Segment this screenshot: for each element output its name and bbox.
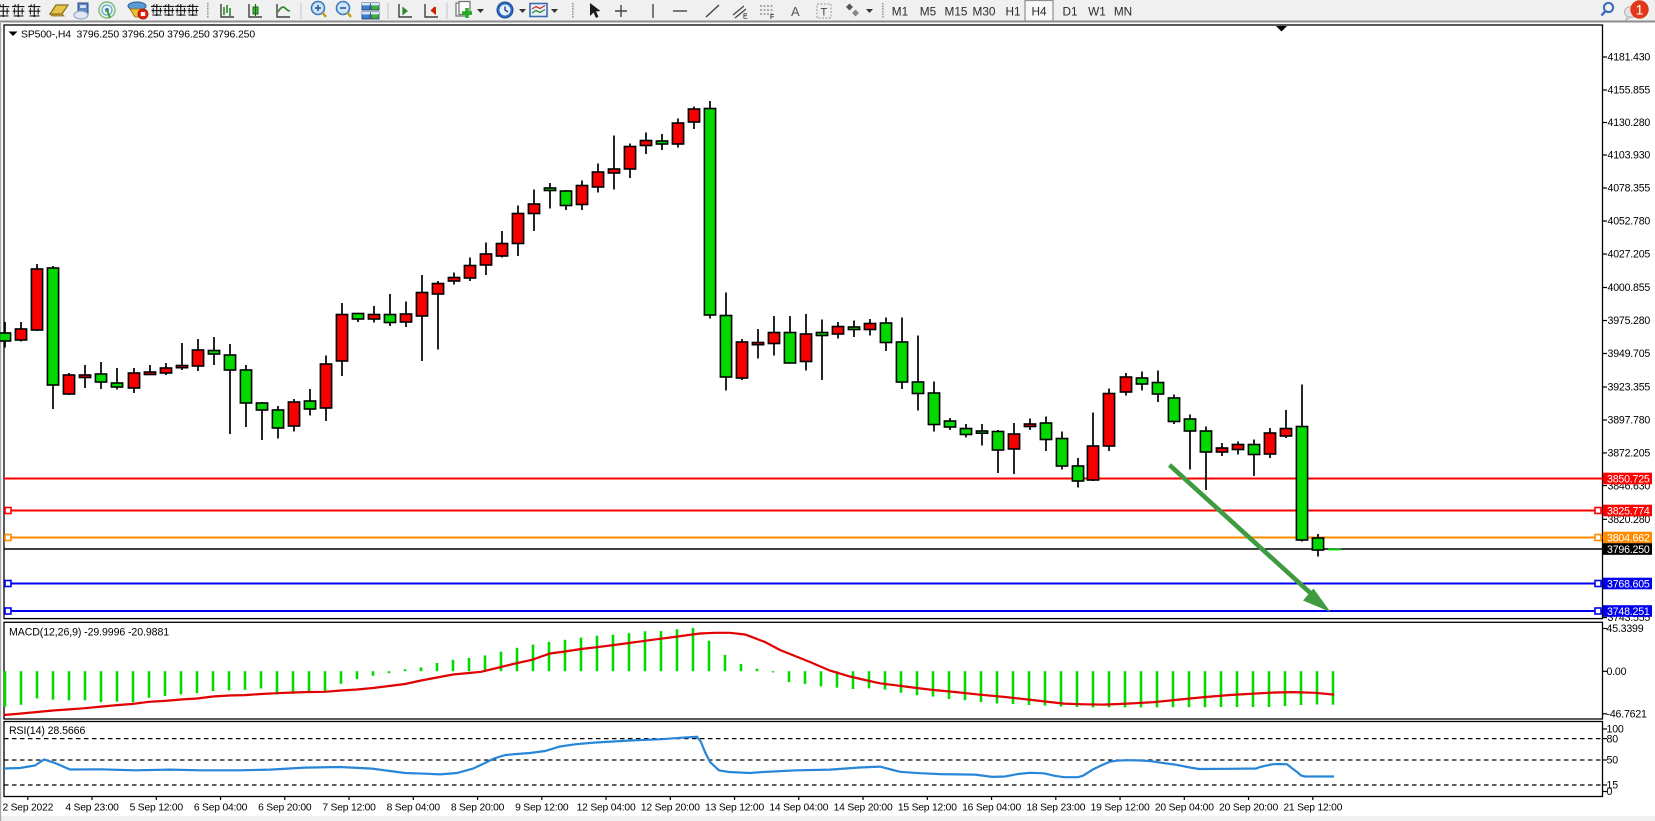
svg-text:20 Sep 20:00: 20 Sep 20:00 — [1219, 803, 1278, 814]
svg-text:80: 80 — [1607, 733, 1619, 745]
svg-text:20 Sep 04:00: 20 Sep 04:00 — [1155, 803, 1214, 814]
svg-text:13 Sep 12:00: 13 Sep 12:00 — [705, 803, 764, 814]
svg-text:9 Sep 12:00: 9 Sep 12:00 — [515, 803, 569, 814]
svg-text:7 Sep 12:00: 7 Sep 12:00 — [322, 803, 376, 814]
svg-text:3748.251: 3748.251 — [1607, 606, 1650, 618]
svg-text:8 Sep 04:00: 8 Sep 04:00 — [387, 803, 441, 814]
svg-text:6 Sep 20:00: 6 Sep 20:00 — [258, 803, 312, 814]
svg-text:3975.280: 3975.280 — [1608, 315, 1651, 327]
svg-text:4103.930: 4103.930 — [1608, 150, 1651, 162]
svg-text:3820.280: 3820.280 — [1608, 514, 1651, 526]
svg-text:5 Sep 12:00: 5 Sep 12:00 — [130, 803, 184, 814]
svg-text:4027.205: 4027.205 — [1608, 249, 1651, 261]
svg-text:15: 15 — [1607, 780, 1619, 792]
svg-text:3897.780: 3897.780 — [1608, 415, 1651, 427]
svg-text:3850.725: 3850.725 — [1607, 473, 1650, 485]
svg-text:14 Sep 04:00: 14 Sep 04:00 — [769, 803, 828, 814]
svg-text:A: A — [791, 4, 800, 19]
svg-text:4 Sep 23:00: 4 Sep 23:00 — [65, 803, 119, 814]
svg-text:4078.355: 4078.355 — [1608, 183, 1651, 195]
svg-text:H1: H1 — [1005, 5, 1020, 19]
svg-text:RSI(14) 28.5666: RSI(14) 28.5666 — [9, 725, 85, 737]
svg-text:F: F — [770, 14, 774, 21]
svg-text:100: 100 — [1607, 724, 1624, 736]
svg-text:18 Sep 23:00: 18 Sep 23:00 — [1026, 803, 1085, 814]
svg-text:4181.430: 4181.430 — [1608, 52, 1651, 64]
svg-text:M1: M1 — [892, 5, 908, 19]
svg-text:3804.662: 3804.662 — [1607, 532, 1650, 544]
svg-text:19 Sep 12:00: 19 Sep 12:00 — [1091, 803, 1150, 814]
svg-text:15 Sep 12:00: 15 Sep 12:00 — [898, 803, 957, 814]
svg-text:12 Sep 04:00: 12 Sep 04:00 — [577, 803, 636, 814]
svg-text:M15: M15 — [945, 5, 968, 19]
svg-text:8 Sep 20:00: 8 Sep 20:00 — [451, 803, 505, 814]
svg-text:H4: H4 — [1031, 5, 1047, 19]
svg-text:0: 0 — [1607, 786, 1613, 798]
svg-text:3796.250: 3796.250 — [1607, 544, 1650, 556]
svg-text:M30: M30 — [973, 5, 996, 19]
svg-text:4052.780: 4052.780 — [1608, 216, 1651, 228]
svg-text:T: T — [821, 7, 828, 19]
svg-text:3825.774: 3825.774 — [1607, 505, 1650, 517]
svg-text:4130.280: 4130.280 — [1608, 117, 1651, 129]
svg-text:3768.605: 3768.605 — [1607, 578, 1650, 590]
svg-text:3949.705: 3949.705 — [1608, 348, 1651, 360]
svg-text:E: E — [743, 14, 748, 21]
svg-text:21 Sep 12:00: 21 Sep 12:00 — [1283, 803, 1342, 814]
svg-text:M5: M5 — [920, 5, 937, 19]
svg-text:1: 1 — [1636, 2, 1644, 18]
svg-text:45.3399: 45.3399 — [1607, 623, 1644, 635]
svg-text:16 Sep 04:00: 16 Sep 04:00 — [962, 803, 1021, 814]
svg-text:-46.7621: -46.7621 — [1607, 709, 1648, 721]
svg-text:W1: W1 — [1088, 5, 1106, 19]
svg-text:6 Sep 04:00: 6 Sep 04:00 — [194, 803, 248, 814]
svg-text:12 Sep 20:00: 12 Sep 20:00 — [641, 803, 700, 814]
svg-text:3923.355: 3923.355 — [1608, 382, 1651, 394]
svg-text:14 Sep 20:00: 14 Sep 20:00 — [834, 803, 893, 814]
svg-text:3872.205: 3872.205 — [1608, 448, 1651, 460]
svg-text:MN: MN — [1114, 5, 1132, 19]
svg-text:2 Sep 2022: 2 Sep 2022 — [2, 803, 53, 814]
svg-text:MACD(12,26,9) -29.9996 -20.988: MACD(12,26,9) -29.9996 -20.9881 — [9, 627, 169, 639]
svg-text:D1: D1 — [1062, 5, 1077, 19]
svg-text:0.00: 0.00 — [1607, 666, 1627, 678]
svg-text:4000.855: 4000.855 — [1608, 282, 1651, 294]
svg-text:SP500-,H4 3796.250 3796.250 3: SP500-,H4 3796.250 3796.250 3796.250 379… — [21, 29, 255, 40]
svg-text:50: 50 — [1607, 755, 1619, 767]
svg-text:4155.855: 4155.855 — [1608, 85, 1651, 97]
